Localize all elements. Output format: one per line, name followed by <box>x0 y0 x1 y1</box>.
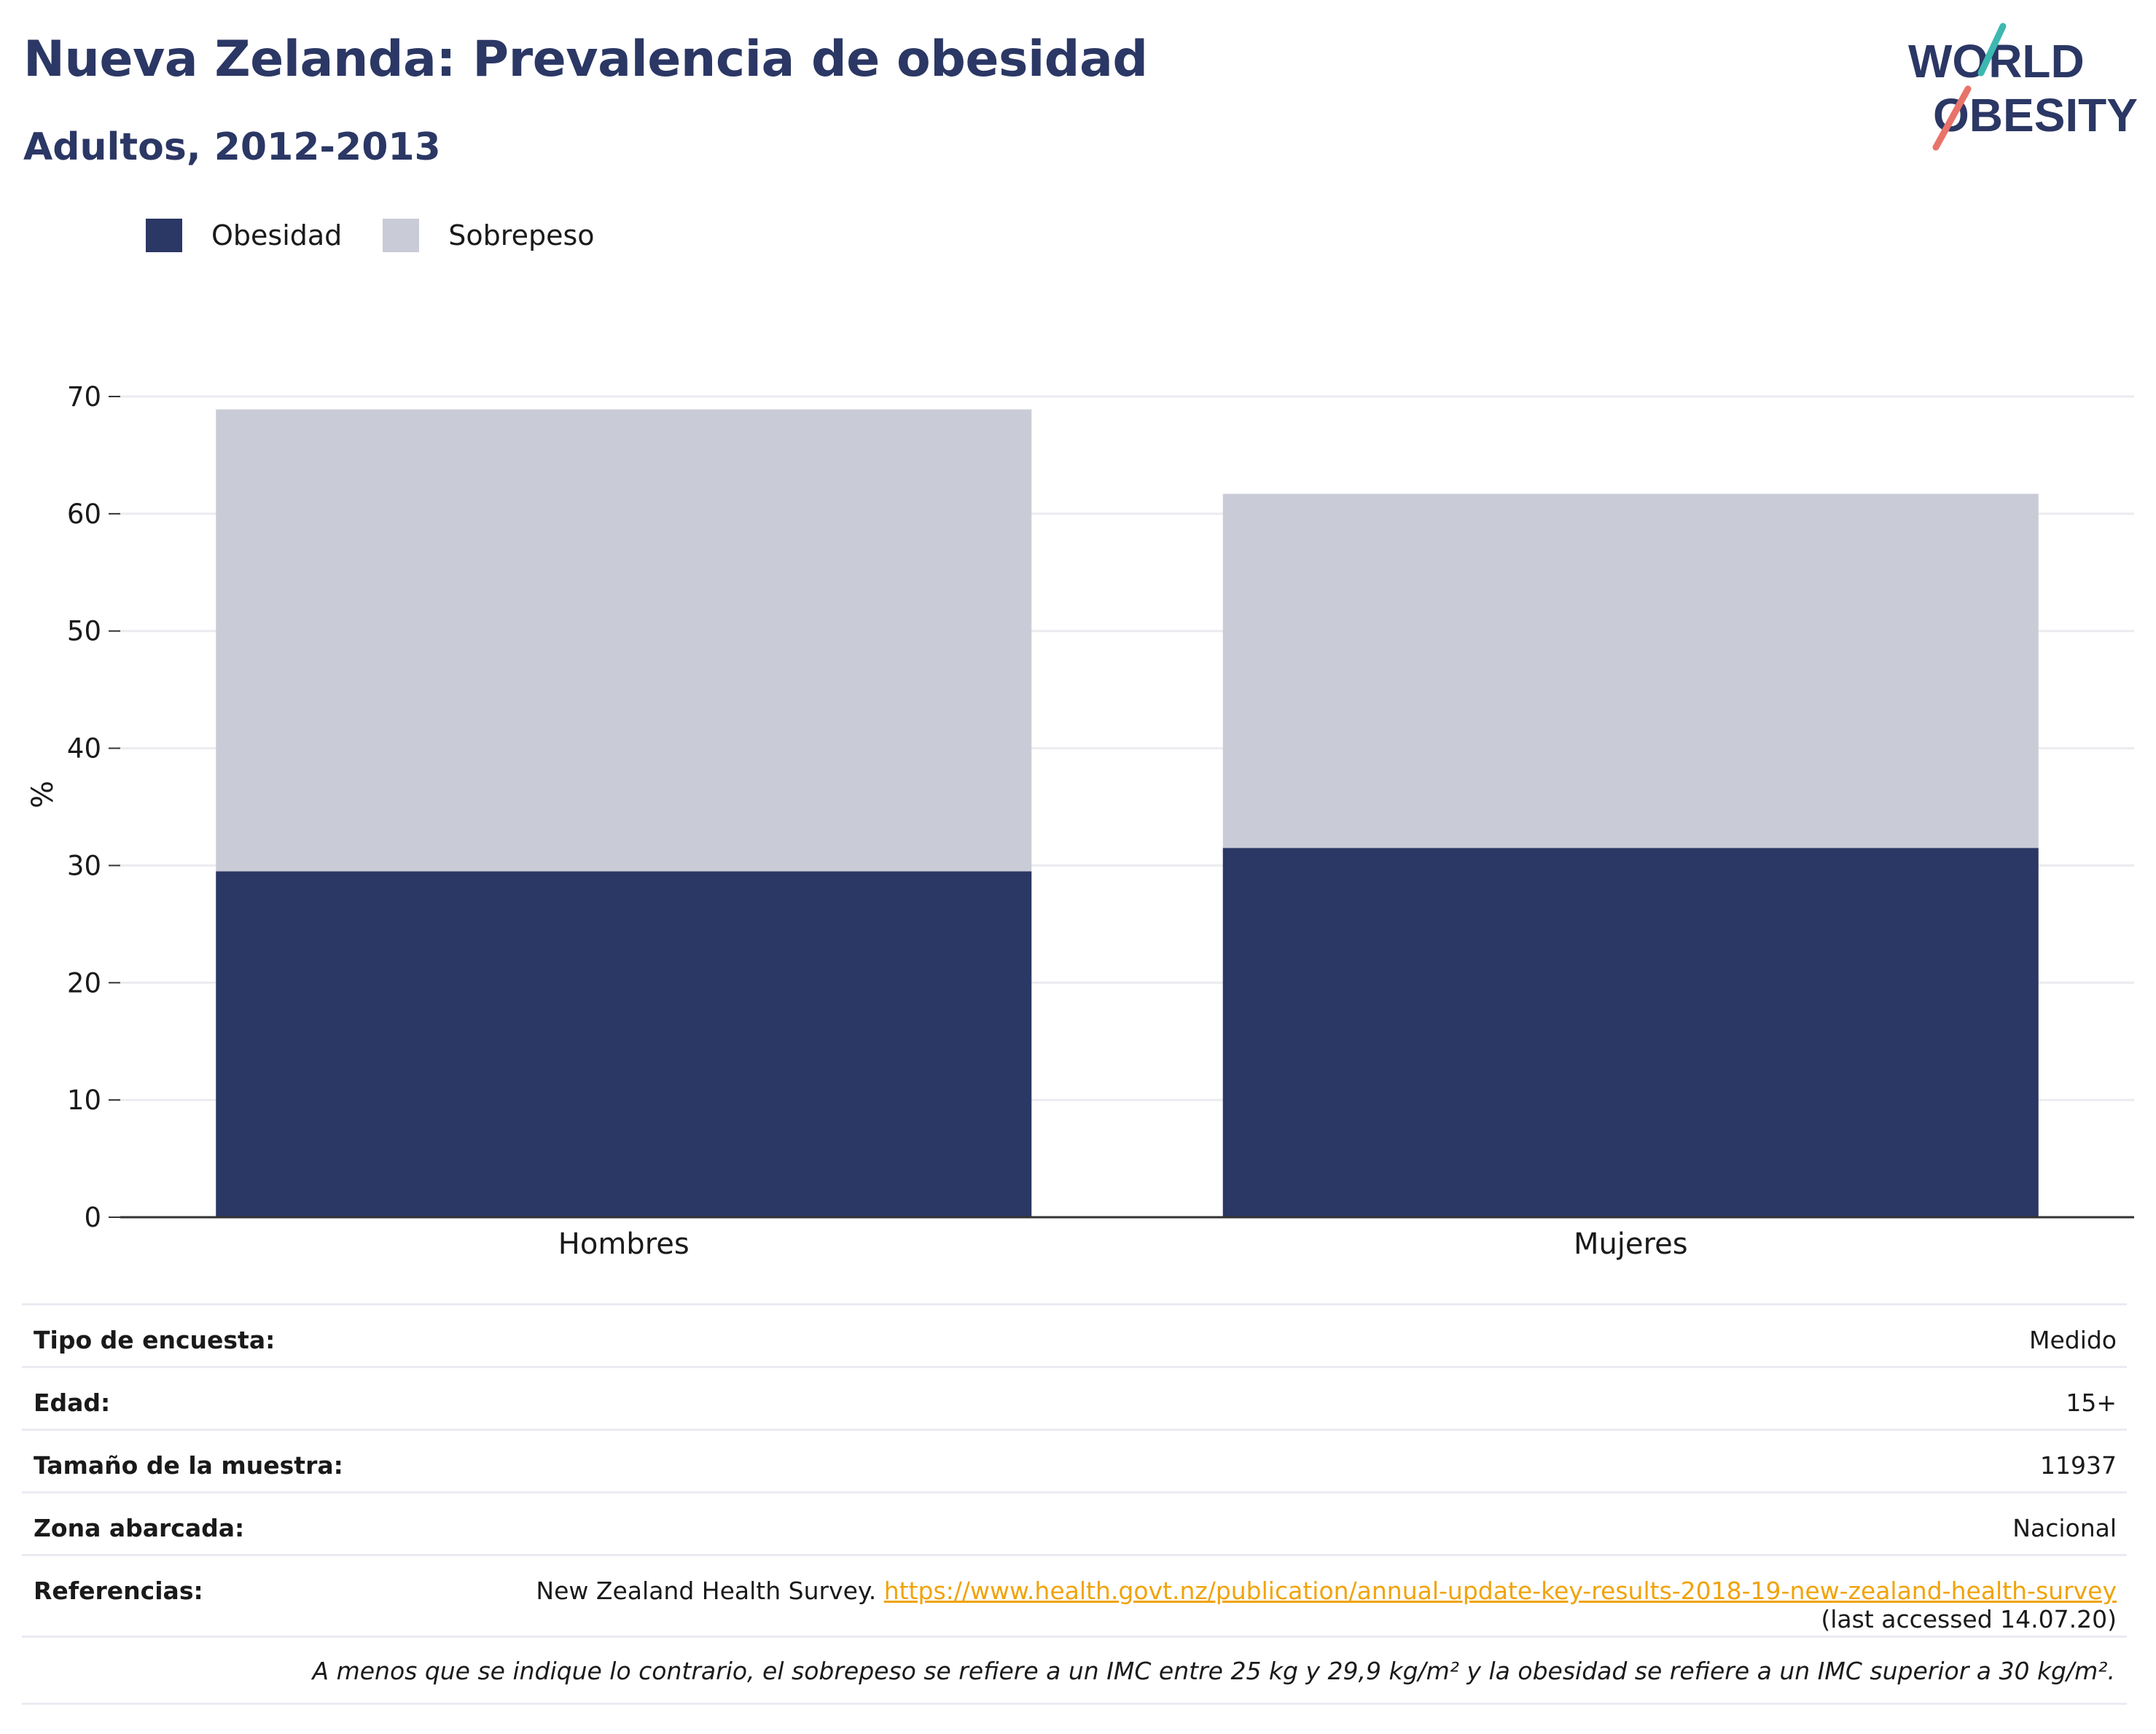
y-tick-label: 50 <box>67 616 101 647</box>
bars <box>216 409 2039 1217</box>
legend-label-sobrepeso: Sobrepeso <box>448 219 595 251</box>
y-tick-label: 60 <box>67 499 101 530</box>
legend-swatch-obesidad <box>146 219 182 252</box>
y-tick-label: 70 <box>67 381 101 413</box>
info-label: Zona abarcada: <box>34 1514 245 1542</box>
chart-subtitle: Adultos, 2012-2013 <box>23 125 441 169</box>
info-value: 11937 <box>2040 1451 2117 1480</box>
chart-title: Nueva Zelanda: Prevalencia de obesidad <box>23 31 1148 88</box>
y-tick-label: 40 <box>67 733 101 765</box>
x-category-label: Mujeres <box>1574 1227 1688 1261</box>
info-row-area: Zona abarcada: Nacional <box>22 1491 2127 1554</box>
reference-link[interactable]: https://www.health.govt.nz/publication/a… <box>883 1577 2117 1605</box>
survey-info-table: Tipo de encuesta: Medido Edad: 15+ Tamañ… <box>22 1303 2127 1647</box>
legend-item-sobrepeso[interactable]: Sobrepeso <box>383 219 595 252</box>
reference-accessed: (last accessed 14.07.20) <box>1821 1605 2117 1633</box>
bar-obesidad-mujeres <box>1222 848 2039 1217</box>
logo-slash-coral <box>1932 85 1972 151</box>
legend-swatch-sobrepeso <box>383 219 420 252</box>
info-row-references: Referencias: New Zealand Health Survey. … <box>22 1554 2127 1647</box>
y-axis-label: % <box>26 781 60 808</box>
info-label: Referencias: <box>34 1577 203 1605</box>
axes: 0 10 20 30 40 50 60 70 Hombres Mujeres <box>67 381 2134 1261</box>
legend-label-obesidad: Obesidad <box>211 219 343 251</box>
logo-line2: OBESITY <box>1933 89 2138 141</box>
info-row-age: Edad: 15+ <box>22 1366 2127 1429</box>
bar-sobrepeso-hombres <box>216 409 1032 872</box>
bar-sobrepeso-mujeres <box>1222 493 2039 848</box>
stacked-bar-chart: 0 10 20 30 40 50 60 70 Hombres Mujeres % <box>26 381 2134 1261</box>
info-row-sample-size: Tamaño de la muestra: 11937 <box>22 1429 2127 1491</box>
info-value: Medido <box>2028 1326 2117 1354</box>
info-label: Edad: <box>34 1389 111 1417</box>
info-label: Tipo de encuesta: <box>34 1326 276 1354</box>
y-tick-label: 10 <box>67 1085 101 1116</box>
references-value: New Zealand Health Survey. https://www.h… <box>536 1577 2117 1647</box>
y-tick-label: 30 <box>67 850 101 881</box>
y-tick-label: 20 <box>67 967 101 999</box>
reference-source: New Zealand Health Survey. <box>536 1577 877 1605</box>
bar-obesidad-hombres <box>216 871 1032 1217</box>
x-category-label: Hombres <box>558 1227 690 1261</box>
info-value: 15+ <box>2066 1389 2117 1417</box>
logo-slash-teal <box>1977 23 2007 77</box>
world-obesity-logo: WORLD OBESITY <box>1908 23 2138 151</box>
legend-item-obesidad[interactable]: Obesidad <box>146 219 342 252</box>
chart-legend: Obesidad Sobrepeso <box>146 216 636 255</box>
info-label: Tamaño de la muestra: <box>34 1451 343 1480</box>
info-row-survey-type: Tipo de encuesta: Medido <box>22 1303 2127 1366</box>
bmi-definition-note: A menos que se indique lo contrario, el … <box>22 1636 2127 1705</box>
y-tick-label: 0 <box>84 1202 101 1233</box>
info-value: Nacional <box>2012 1514 2117 1542</box>
